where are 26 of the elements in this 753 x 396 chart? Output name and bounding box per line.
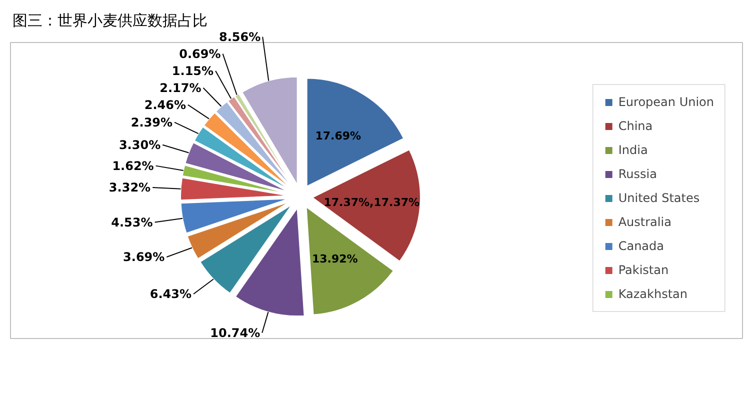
data-label: 2.17% xyxy=(160,80,202,95)
data-label: 13.92% xyxy=(312,252,358,266)
data-label: 3.69% xyxy=(123,250,165,264)
legend-label: India xyxy=(618,143,648,157)
data-label: 6.43% xyxy=(150,286,192,301)
legend-label: European Union xyxy=(618,95,714,109)
legend-label: Australia xyxy=(618,215,672,229)
data-label: 3.30% xyxy=(118,138,161,152)
legend-label: Russia xyxy=(618,167,657,181)
data-label: 0.69% xyxy=(179,46,221,61)
data-label: 1.15% xyxy=(172,64,214,78)
legend-label: Kazakhstan xyxy=(618,287,688,301)
data-label: 2.46% xyxy=(144,98,186,112)
data-label: 1.62% xyxy=(112,158,154,173)
legend-label: Canada xyxy=(618,239,664,253)
data-label: 3.32% xyxy=(108,180,151,195)
data-label: 10.74% xyxy=(210,326,260,340)
data-label: 4.53% xyxy=(111,215,153,230)
data-label: 2.39% xyxy=(130,115,173,130)
data-label: 8.56% xyxy=(218,30,261,44)
data-label: 17.69% xyxy=(315,129,362,142)
chart-title: 图三：世界小麦供应数据占比 xyxy=(12,12,208,30)
legend-label: United States xyxy=(618,191,700,205)
legend-label: China xyxy=(618,119,653,133)
data-label: 17.37%,17.37% xyxy=(324,196,420,210)
legend-label: Pakistan xyxy=(618,263,669,277)
